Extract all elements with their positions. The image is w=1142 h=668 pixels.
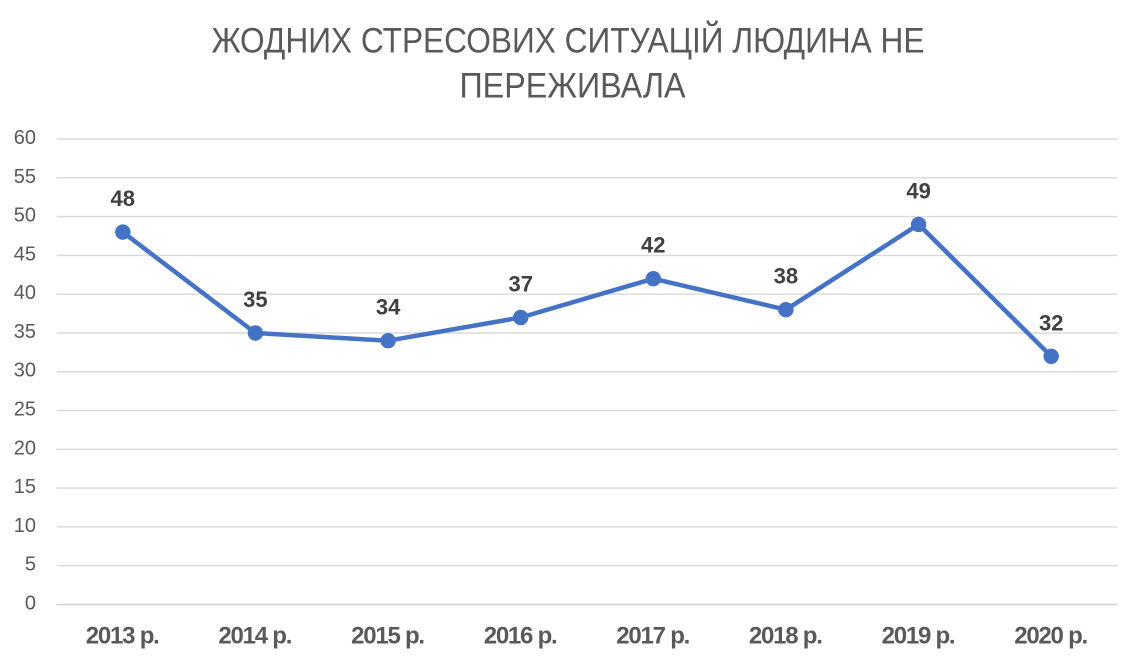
svg-text:30: 30	[14, 360, 36, 382]
svg-text:2014 р.: 2014 р.	[218, 623, 292, 650]
svg-text:2017 р.: 2017 р.	[616, 623, 690, 650]
svg-text:0: 0	[25, 593, 36, 615]
svg-text:35: 35	[14, 321, 36, 343]
svg-text:35: 35	[243, 287, 267, 312]
svg-text:2020 р.: 2020 р.	[1014, 623, 1088, 650]
svg-text:40: 40	[14, 282, 36, 304]
svg-text:45: 45	[14, 243, 36, 265]
svg-text:60: 60	[14, 127, 36, 149]
svg-text:15: 15	[14, 476, 36, 498]
svg-text:2013 р.: 2013 р.	[86, 623, 160, 650]
svg-text:55: 55	[14, 166, 36, 188]
svg-text:2018 р.: 2018 р.	[749, 623, 823, 650]
svg-text:25: 25	[14, 399, 36, 421]
svg-text:ПЕРЕЖИВАЛА: ПЕРЕЖИВАЛА	[460, 66, 687, 105]
svg-text:32: 32	[1039, 310, 1063, 335]
svg-text:42: 42	[641, 233, 665, 258]
svg-text:50: 50	[14, 205, 36, 227]
svg-text:10: 10	[14, 515, 36, 537]
svg-text:5: 5	[25, 554, 36, 576]
svg-text:ЖОДНИХ СТРЕСОВИХ СИТУАЦІЙ ЛЮДИ: ЖОДНИХ СТРЕСОВИХ СИТУАЦІЙ ЛЮДИНА НЕ	[212, 20, 925, 60]
svg-text:37: 37	[508, 272, 532, 297]
svg-text:49: 49	[906, 178, 930, 203]
svg-text:38: 38	[774, 264, 798, 289]
svg-text:34: 34	[376, 295, 401, 320]
svg-text:2019 р.: 2019 р.	[882, 623, 956, 650]
svg-text:48: 48	[111, 186, 135, 211]
svg-text:20: 20	[14, 437, 36, 459]
svg-text:2016 р.: 2016 р.	[484, 623, 558, 650]
svg-text:2015 р.: 2015 р.	[351, 623, 425, 650]
